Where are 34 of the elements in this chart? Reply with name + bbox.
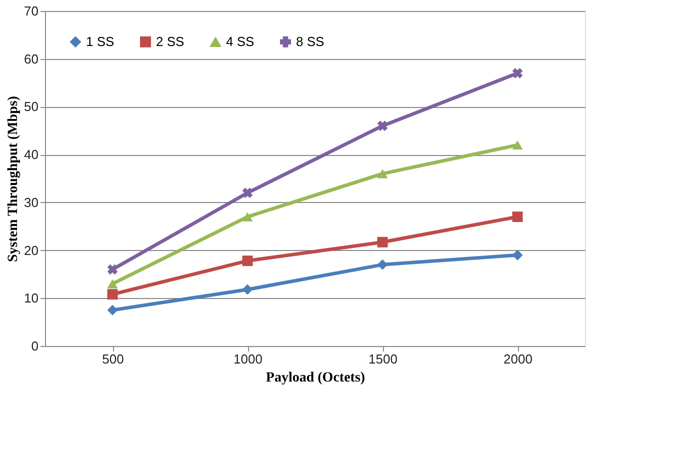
point: [107, 279, 118, 288]
point: [512, 68, 523, 78]
point: [512, 212, 523, 222]
point: [107, 264, 118, 275]
point: [242, 256, 253, 266]
point: [377, 169, 388, 178]
y-tick-label: 60: [24, 51, 38, 66]
point: [242, 188, 253, 198]
point: [107, 289, 118, 300]
point: [377, 236, 388, 248]
y-tick-label: 20: [24, 242, 38, 258]
y-tick-label: 10: [24, 290, 38, 306]
y-tick-label: 0: [31, 338, 38, 354]
x-axis-title: Payload (Octets): [266, 370, 366, 386]
y-tick-label: 70: [24, 4, 38, 18]
y-tick-label: 50: [24, 99, 38, 114]
point: [377, 120, 388, 132]
x-tick-label: 2000: [504, 352, 532, 366]
point: [377, 259, 388, 270]
y-axis-title: System Throughput (Mbps): [6, 96, 22, 262]
x-tick-label: 1000: [234, 352, 262, 366]
y-tick-label: 40: [24, 147, 38, 162]
y-tick-label: 30: [24, 194, 38, 210]
legend-label: 8 SS: [296, 34, 325, 49]
legend-label: 1 SS: [86, 34, 115, 49]
point: [107, 304, 118, 316]
point: [242, 284, 253, 295]
x-tick-label: 1500: [368, 352, 398, 366]
point: [242, 212, 253, 222]
point: [512, 250, 523, 260]
x-tick-label: 500: [102, 352, 124, 366]
legend-label: 4 SS: [226, 34, 255, 50]
legend-label: 2 SS: [156, 34, 185, 49]
point: [512, 140, 523, 150]
